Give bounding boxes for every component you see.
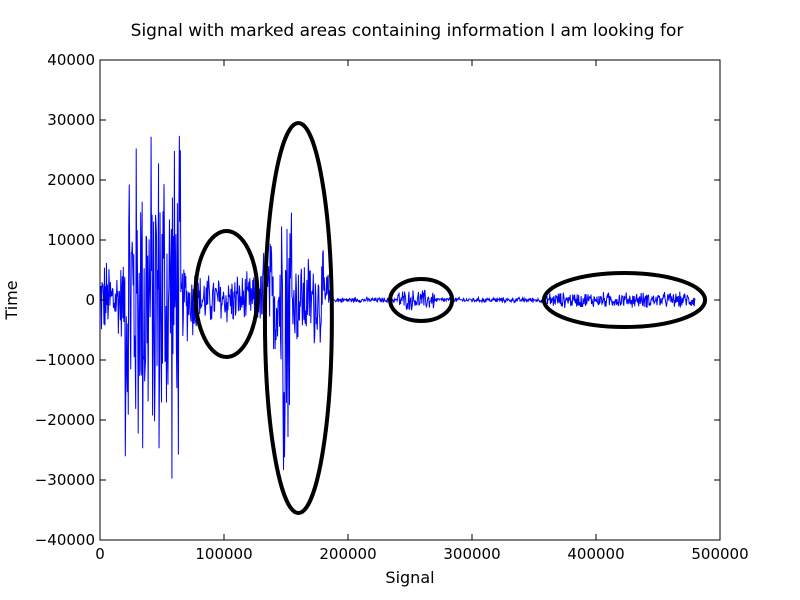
x-tick-label: 500000 bbox=[691, 545, 748, 563]
marked-area-ellipse-4 bbox=[541, 271, 708, 329]
x-tick-label: 200000 bbox=[319, 545, 376, 563]
y-tick-label: −20000 bbox=[35, 411, 95, 429]
x-axis-label: Signal bbox=[385, 568, 434, 587]
signal-series-line bbox=[100, 135, 696, 479]
x-tick-label: 400000 bbox=[567, 545, 624, 563]
y-tick-label: −40000 bbox=[35, 531, 95, 549]
y-tick-label: −30000 bbox=[35, 471, 95, 489]
y-tick-label: 40000 bbox=[47, 51, 95, 69]
x-tick-label: 0 bbox=[95, 545, 105, 563]
y-tick-label: 10000 bbox=[47, 231, 95, 249]
marked-area-ellipse-1 bbox=[193, 229, 260, 359]
marked-area-ellipse-2 bbox=[262, 121, 334, 515]
plot-area bbox=[100, 135, 696, 479]
y-tick-label: 20000 bbox=[47, 171, 95, 189]
axes: 0 100000 200000 300000 400000 500000−40000−30… bbox=[35, 51, 749, 563]
chart-title: Signal with marked areas containing info… bbox=[131, 21, 684, 41]
y-axis-label: Time bbox=[2, 280, 21, 320]
x-tick-label: 300000 bbox=[443, 545, 500, 563]
annotation-layer bbox=[193, 121, 708, 515]
y-tick-label: 0 bbox=[85, 291, 95, 309]
x-tick-label: 100000 bbox=[195, 545, 252, 563]
y-tick-label: −10000 bbox=[35, 351, 95, 369]
y-tick-label: 30000 bbox=[47, 111, 95, 129]
marked-area-ellipse-3 bbox=[388, 277, 455, 323]
